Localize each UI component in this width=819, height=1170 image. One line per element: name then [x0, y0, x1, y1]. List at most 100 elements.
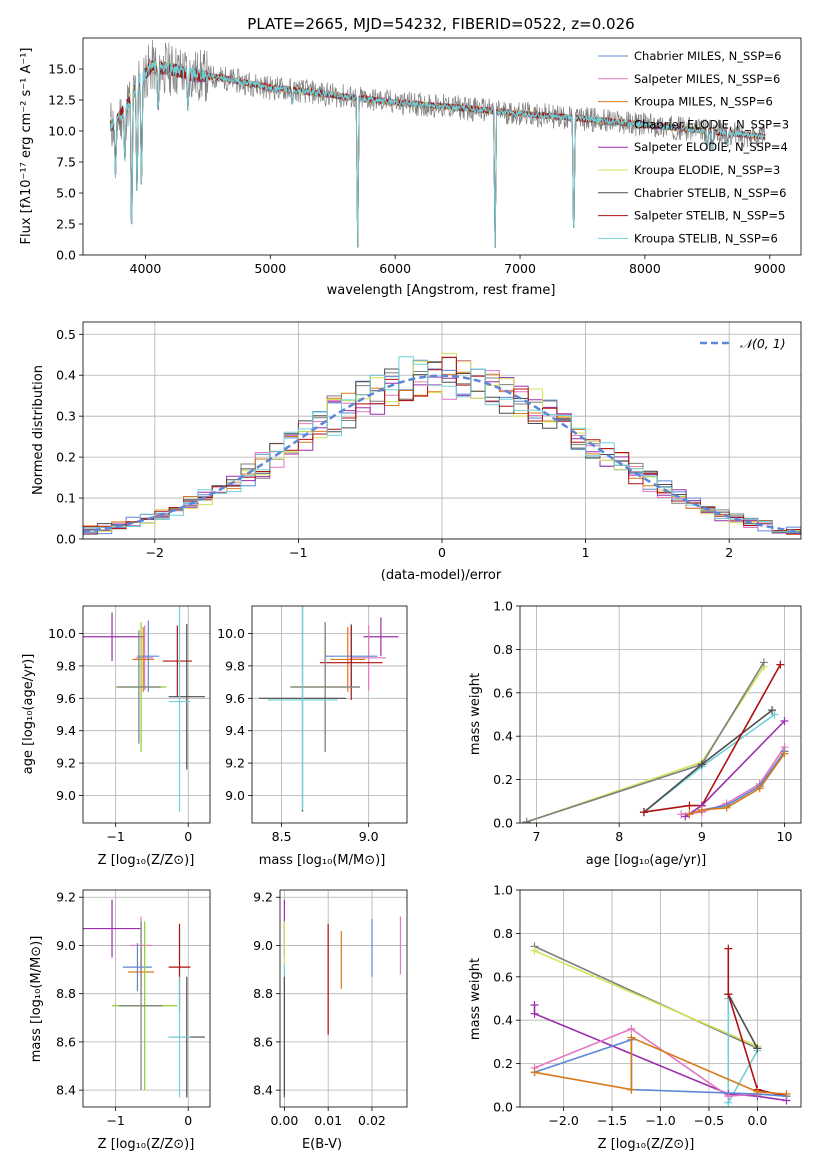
errorbar-point [290, 622, 360, 752]
errorbar-points [83, 606, 205, 812]
errorbar-points [83, 899, 205, 1098]
y-tick-label: 10.0 [217, 626, 245, 641]
y-tick-label: 9.2 [225, 756, 245, 771]
y-tick-label: 0.4 [493, 729, 513, 744]
residuals-panel: (data-model)/error Normed distribution −… [31, 321, 802, 583]
x-tick-label: 5000 [254, 261, 286, 276]
weight-marker [530, 1009, 539, 1018]
y-tick-label: 2.5 [56, 217, 76, 232]
x-tick-label: 9.0 [359, 829, 379, 844]
weight-marker [776, 660, 785, 669]
axes-frame [279, 889, 408, 1108]
axes-frame [82, 37, 802, 256]
y-tick-label: 9.4 [56, 723, 76, 738]
axes-frame [82, 889, 211, 1108]
errorbar-point [162, 625, 192, 697]
errorbar-point [168, 623, 205, 770]
x-tick-label: 0.00 [270, 1113, 298, 1128]
x-tick-label: −1 [289, 545, 307, 560]
y-tick-label: 0.6 [493, 969, 513, 984]
legend-label: Salpeter MILES, N_SSP=6 [634, 72, 780, 86]
residuals-legend: 𝒩(0, 1) [700, 336, 786, 351]
residuals-xlabel: (data-model)/error [381, 568, 502, 583]
errorbar-point [168, 976, 191, 1098]
weight-marker [627, 1024, 636, 1033]
y-tick-label: 10.0 [48, 124, 76, 139]
weight-marker [753, 1044, 762, 1053]
legend-label: Chabrier MILES, N_SSP=6 [634, 49, 781, 63]
weight-marker [685, 810, 694, 819]
y-tick-label: 8.6 [253, 1034, 273, 1049]
legend-label: Chabrier STELIB, N_SSP=6 [634, 186, 786, 200]
model-spectrum-kroupa-stelib [110, 60, 766, 248]
weight-vs-age-panel: age [log₁₀(age/yr)] mass weight 7 8 9 10 0.0… [468, 599, 802, 868]
y-tick-label: 9.8 [56, 658, 76, 673]
histogram-lines [83, 352, 801, 538]
errorbar-point [132, 627, 155, 692]
spectrum-title: PLATE=2665, MJD=54232, FIBERID=0522, z=0… [247, 15, 634, 33]
y-tick-label: 12.5 [48, 93, 76, 108]
x-tick-label: 9000 [754, 261, 786, 276]
errorbar-point [122, 943, 152, 992]
weight-marker [753, 1087, 762, 1096]
y-tick-label: 7.5 [56, 155, 76, 170]
x-tick-label: −1.0 [645, 1113, 675, 1128]
weight-marker [768, 706, 777, 715]
x-tick-label: 8.5 [272, 829, 292, 844]
x-tick-label: 0 [184, 1113, 192, 1128]
y-tick-label: 0.5 [56, 327, 76, 342]
y-tick-label: 0.0 [56, 532, 76, 547]
weight-marker [627, 1033, 636, 1042]
y-tick-label: 9.4 [225, 723, 245, 738]
weight-marker [782, 1089, 791, 1098]
ageZ-ylabel: age [log₁₀(age/yr)] [21, 654, 36, 775]
weight-marker [697, 805, 706, 814]
y-tick-label: 8.4 [56, 1083, 76, 1098]
weight-marker [697, 760, 706, 769]
weight-marker [530, 946, 539, 955]
errorbar-point [351, 625, 387, 691]
legend-label: Chabrier ELODIE, N_SSP=3 [634, 117, 789, 131]
gaussian-curve [83, 374, 801, 534]
weight-marker [759, 658, 768, 667]
weight-line-kroupa-elodie [534, 950, 758, 1047]
legend-label: Kroupa STELIB, N_SSP=6 [634, 231, 778, 245]
y-tick-label: 9.2 [56, 890, 76, 905]
x-tick-label: 9 [698, 829, 706, 844]
wZ-xlabel: Z [log₁₀(Z/Z⊙)] [598, 1137, 695, 1152]
weight-marker [627, 1085, 636, 1094]
y-tick-label: 8.8 [253, 986, 273, 1001]
spectrum-panel: PLATE=2665, MJD=54232, FIBERID=0522, z=0… [19, 15, 802, 298]
errorbar-point [83, 899, 142, 958]
legend-label: 𝒩(0, 1) [740, 336, 786, 351]
weight-marker [639, 808, 648, 817]
legend-label: Salpeter ELODIE, N_SSP=4 [634, 140, 788, 154]
legend-label: Salpeter STELIB, N_SSP=5 [634, 209, 785, 223]
weight-marker [530, 1001, 539, 1010]
axes-frame [251, 605, 408, 824]
y-tick-label: 0.6 [493, 685, 513, 700]
errorbar-point [330, 627, 366, 692]
wAge-ylabel: mass weight [468, 673, 483, 755]
y-tick-label: 9.2 [253, 890, 273, 905]
spectrum-lines [110, 39, 766, 248]
weight-marker [677, 810, 686, 819]
y-tick-label: 0.1 [56, 491, 76, 506]
weight-marker [530, 1068, 539, 1077]
y-tick-label: 8.8 [56, 986, 76, 1001]
weight-marker [780, 749, 789, 758]
y-tick-label: 9.6 [56, 691, 76, 706]
weight-line-salpeter-miles [534, 1027, 758, 1098]
weight-vs-metallicity-panel: Z [log₁₀(Z/Z⊙)] mass weight −2.0 −1.5 −1.0… [468, 883, 802, 1152]
y-tick-label: 10.0 [48, 626, 76, 641]
y-tick-label: 0.2 [56, 450, 76, 465]
weight-marker [770, 710, 779, 719]
x-tick-label: −1 [106, 1113, 124, 1128]
axes-frame [82, 605, 211, 824]
y-tick-label: 0.0 [493, 1100, 513, 1115]
age-vs-metallicity-panel: Z [log₁₀(Z/Z⊙)] age [log₁₀(age/yr)] −1 0 9… [21, 605, 211, 868]
y-tick-label: 0.0 [493, 816, 513, 831]
axes-frame [82, 321, 802, 540]
weight-marker [522, 817, 531, 823]
